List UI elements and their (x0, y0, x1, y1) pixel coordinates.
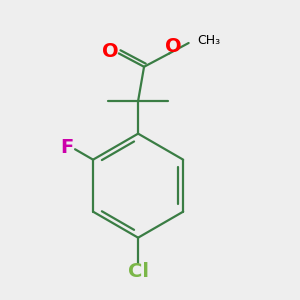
Text: O: O (102, 41, 119, 61)
Text: Cl: Cl (128, 262, 148, 281)
Text: O: O (165, 38, 181, 56)
Text: F: F (60, 138, 74, 157)
Text: CH₃: CH₃ (198, 34, 221, 47)
